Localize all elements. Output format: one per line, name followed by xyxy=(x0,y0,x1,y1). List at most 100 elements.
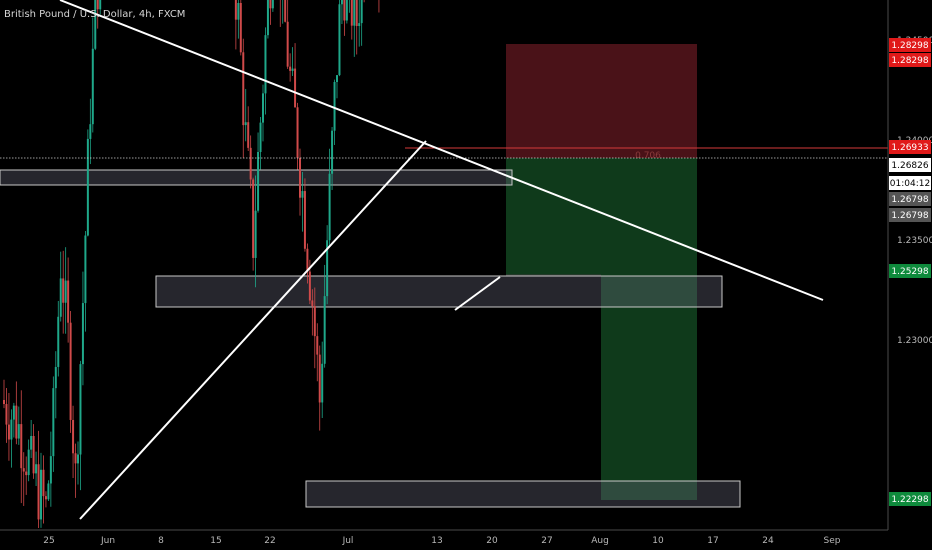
time-axis[interactable] xyxy=(0,530,932,550)
candle xyxy=(54,351,57,419)
candle xyxy=(237,0,240,39)
take-profit-area[interactable] xyxy=(506,158,697,275)
take-profit-extension[interactable] xyxy=(601,275,697,500)
candle xyxy=(355,0,358,55)
candle xyxy=(271,0,274,12)
time-axis-labels: 25 Jun 8 15 22 Jul 13 20 27 Aug 10 17 24 Sep xyxy=(43,536,840,546)
time-tick-label: Aug xyxy=(591,536,609,546)
candle xyxy=(30,419,33,459)
candle xyxy=(299,148,301,216)
candle xyxy=(239,0,242,56)
candle xyxy=(37,430,40,529)
candle xyxy=(32,424,35,479)
chart-title: British Pound / U.S. Dollar, 4h, FXCM xyxy=(4,9,185,20)
time-tick-label: 15 xyxy=(210,536,221,546)
candle xyxy=(360,0,363,46)
price-tag-label: 1.26933 xyxy=(891,143,928,153)
price-tag-label: 01:04:12 xyxy=(890,179,930,189)
candle xyxy=(331,126,334,191)
candle xyxy=(40,452,42,528)
ascending-trendline[interactable] xyxy=(79,140,427,520)
candle xyxy=(52,376,55,472)
price-tag-label: 1.28298 xyxy=(891,41,928,51)
short-trendline[interactable] xyxy=(454,276,501,311)
candle xyxy=(289,53,292,82)
candle xyxy=(35,451,38,486)
price-tag: 1.26826 xyxy=(889,158,931,172)
candle xyxy=(89,98,92,165)
time-tick-label: 20 xyxy=(486,536,498,546)
candle xyxy=(257,132,260,213)
candle xyxy=(301,172,304,232)
candle xyxy=(25,456,28,495)
candle xyxy=(259,116,262,170)
candle xyxy=(328,148,331,248)
mid-zone[interactable] xyxy=(155,275,723,308)
time-tick-label: 17 xyxy=(707,536,718,546)
price-tag: 1.28298 xyxy=(889,38,931,52)
candle xyxy=(12,402,15,438)
descending-trendline[interactable] xyxy=(59,0,824,301)
candle xyxy=(254,175,257,288)
candle xyxy=(72,405,75,478)
candle xyxy=(234,0,237,50)
price-tag-label: 1.26826 xyxy=(891,161,928,171)
candle xyxy=(338,0,341,77)
candle xyxy=(303,178,306,252)
candle xyxy=(350,0,353,40)
candle xyxy=(15,381,18,445)
price-tick-label: 1.23000 xyxy=(897,336,932,346)
price-tag: 1.26798 xyxy=(889,208,931,222)
candle xyxy=(318,345,321,431)
candle xyxy=(264,27,267,115)
candle xyxy=(282,0,284,24)
price-tag: 01:04:12 xyxy=(889,176,931,190)
stop-loss-area[interactable] xyxy=(506,44,697,158)
candle xyxy=(244,88,247,142)
candle xyxy=(49,431,52,507)
candle xyxy=(249,135,252,189)
candle xyxy=(340,0,343,25)
candle xyxy=(91,17,94,133)
price-tag-bg xyxy=(889,53,931,67)
price-tag-bg xyxy=(889,192,931,206)
time-tick-label: 22 xyxy=(264,536,275,546)
time-tick-label: 24 xyxy=(762,536,774,546)
time-tick-label: Jun xyxy=(100,536,115,546)
candle xyxy=(269,0,272,25)
price-tags: 1.28298 1.28298 1.26933 1.26826 01:04:12 1.26… xyxy=(889,38,931,506)
price-tag: 1.22298 xyxy=(889,492,931,506)
time-tick-label: 25 xyxy=(43,536,54,546)
candle xyxy=(345,0,348,24)
candle xyxy=(74,443,77,498)
candle xyxy=(266,0,269,39)
time-tick-label: 27 xyxy=(541,536,552,546)
candle xyxy=(99,0,102,15)
position-label: 0.706 xyxy=(635,151,661,161)
candle xyxy=(57,300,60,377)
candle xyxy=(10,409,13,468)
candles-group xyxy=(3,0,380,529)
candle xyxy=(306,243,309,284)
price-tag-bg xyxy=(889,158,931,172)
candle xyxy=(62,250,65,334)
candle xyxy=(262,84,264,142)
candle xyxy=(348,0,350,13)
candle xyxy=(378,0,380,13)
price-tag: 1.26933 xyxy=(889,140,931,154)
time-tick-label: 8 xyxy=(158,536,164,546)
candle xyxy=(44,491,47,508)
candle xyxy=(291,47,294,77)
candle xyxy=(20,390,23,504)
support-zone[interactable] xyxy=(305,480,741,508)
candle xyxy=(247,106,250,151)
candle xyxy=(79,360,82,491)
price-tag-bg xyxy=(889,208,931,222)
candle xyxy=(42,455,45,524)
candle xyxy=(358,0,361,47)
candle xyxy=(333,79,336,146)
price-tag-label: 1.26798 xyxy=(891,195,928,205)
candle xyxy=(86,129,89,237)
candle xyxy=(311,289,314,336)
